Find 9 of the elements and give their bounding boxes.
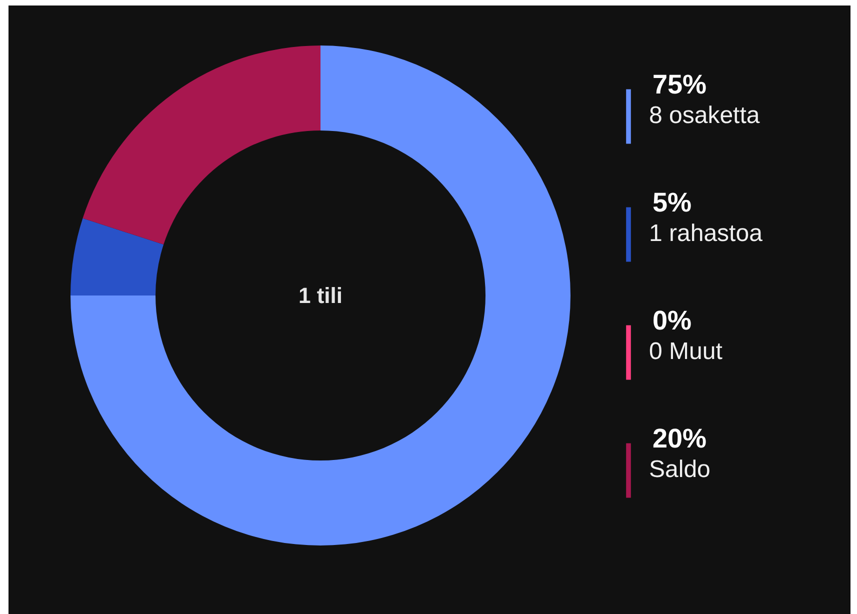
legend-label: Saldo xyxy=(649,456,710,483)
legend-label: 1 rahastoa xyxy=(649,220,762,247)
text: 0% xyxy=(652,306,692,336)
data-label: 20% xyxy=(652,424,707,454)
text: 1 tili xyxy=(298,283,343,308)
legend-label: 0 Muut xyxy=(649,338,722,365)
data-label: 75% xyxy=(652,70,707,100)
legend-label: 8 osaketta xyxy=(649,102,760,129)
data-label: 5% xyxy=(652,188,692,218)
